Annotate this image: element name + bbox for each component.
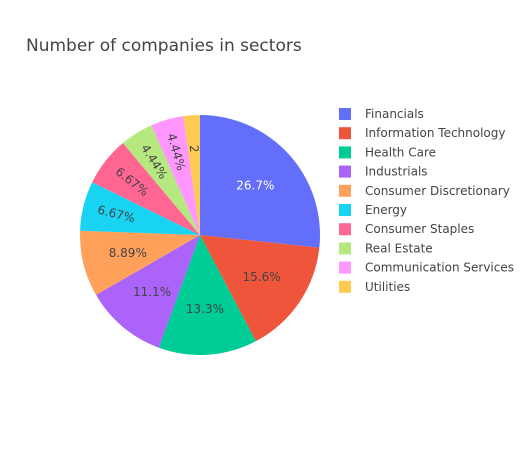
legend-label-consumer-staples: Consumer Staples — [365, 222, 474, 236]
legend-label-health-care: Health Care — [365, 145, 436, 159]
legend-item-consumer-staples[interactable]: Consumer Staples — [339, 222, 474, 236]
legend-item-utilities[interactable]: Utilities — [339, 280, 410, 294]
legend-swatch-industrials — [339, 165, 351, 178]
pie-slice-utilities[interactable] — [183, 115, 200, 235]
legend-item-industrials[interactable]: Industrials — [339, 165, 428, 179]
legend-label-consumer-discretionary: Consumer Discretionary — [365, 184, 510, 198]
chart-title: Number of companies in sectors — [26, 36, 302, 56]
legend-item-real-estate[interactable]: Real Estate — [339, 241, 433, 255]
slice-label-health-care: 13.3% — [186, 302, 224, 316]
legend: Financials Information Technology Health C… — [339, 107, 514, 294]
legend-swatch-information-technology — [339, 127, 351, 140]
pie-slice-communication-services[interactable] — [151, 116, 200, 235]
legend-item-consumer-discretionary[interactable]: Consumer Discretionary — [339, 184, 510, 198]
legend-item-energy[interactable]: Energy — [339, 203, 407, 217]
pie-slice-health-care[interactable] — [158, 235, 256, 355]
pie-slice-consumer-staples[interactable] — [92, 143, 200, 235]
legend-label-real-estate: Real Estate — [365, 241, 433, 255]
legend-swatch-health-care — [339, 146, 351, 159]
legend-swatch-energy — [339, 204, 351, 216]
legend-swatch-utilities — [339, 280, 351, 293]
slice-label-industrials: 11.1% — [133, 285, 171, 299]
legend-label-financials: Financials — [365, 107, 424, 121]
pie-slice-financials[interactable] — [200, 115, 320, 248]
pie-slices — [80, 115, 320, 355]
legend-label-energy: Energy — [365, 203, 407, 217]
pie-slice-information-technology[interactable] — [200, 235, 320, 342]
slice-label-utilities: 2 — [187, 145, 201, 154]
pie-slice-consumer-discretionary[interactable] — [80, 230, 200, 295]
legend-swatch-consumer-discretionary — [339, 184, 351, 197]
legend-label-information-technology: Information Technology — [365, 126, 506, 140]
legend-label-communication-services: Communication Services — [365, 261, 514, 275]
legend-item-information-technology[interactable]: Information Technology — [339, 126, 506, 140]
slice-label-consumer-discretionary: 8.89% — [109, 246, 147, 260]
legend-item-communication-services[interactable]: Communication Services — [339, 261, 514, 275]
slice-label-financials: 26.7% — [236, 178, 274, 192]
legend-label-utilities: Utilities — [365, 280, 410, 294]
pie-slice-energy[interactable] — [80, 182, 200, 235]
pie-slice-real-estate[interactable] — [122, 125, 200, 235]
legend-swatch-financials — [339, 108, 351, 120]
legend-swatch-real-estate — [339, 242, 351, 255]
slice-label-information-technology: 15.6% — [242, 270, 280, 284]
legend-item-financials[interactable]: Financials — [339, 107, 424, 121]
legend-swatch-communication-services — [339, 261, 351, 274]
legend-label-industrials: Industrials — [365, 165, 428, 179]
pie-slice-industrials[interactable] — [96, 235, 200, 348]
legend-item-health-care[interactable]: Health Care — [339, 145, 436, 159]
legend-swatch-consumer-staples — [339, 223, 351, 236]
